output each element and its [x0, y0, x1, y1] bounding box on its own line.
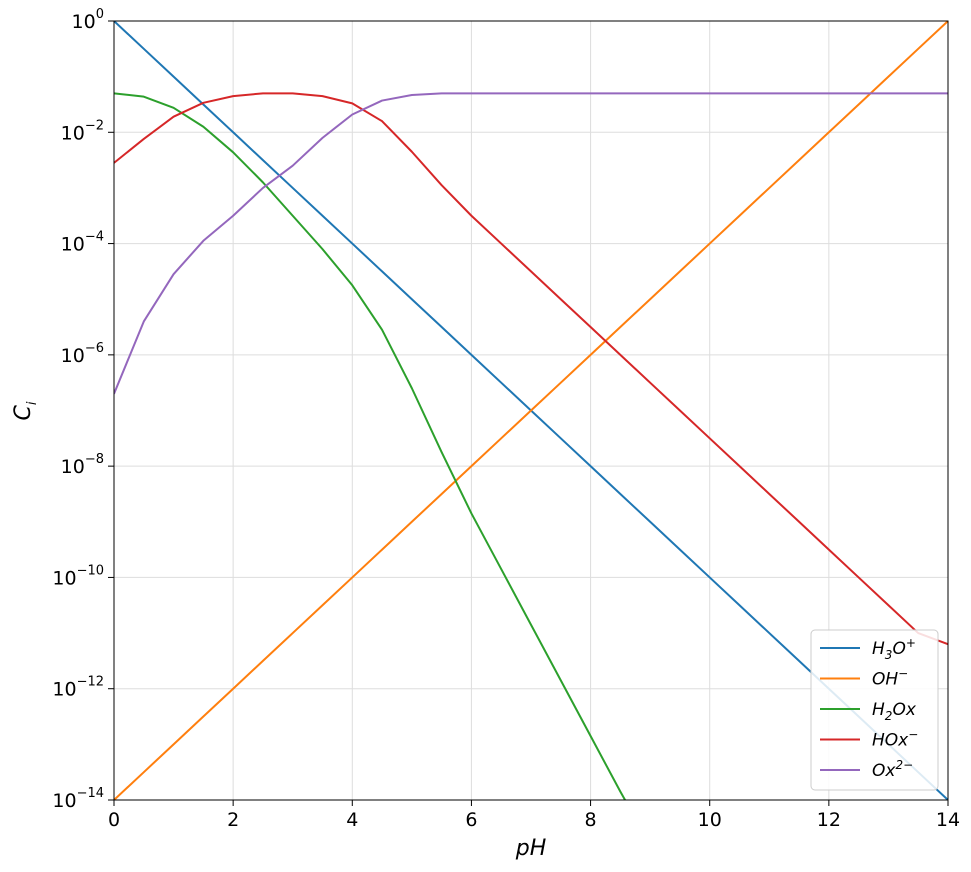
y-tick-label: 10−2 [61, 118, 104, 144]
x-tick-label: 6 [465, 809, 477, 831]
y-tick-exponent: −12 [77, 675, 104, 690]
x-tick-label: 0 [108, 809, 120, 831]
legend-label: H2Ox [872, 700, 917, 723]
series-lines [114, 21, 948, 800]
y-tick-label: 10−6 [61, 341, 104, 367]
legend-label-main: Ox [872, 761, 896, 781]
plot-frame [113, 20, 949, 801]
legend-label: HOx− [872, 728, 918, 751]
y-axis-label-main: C [11, 405, 36, 421]
legend-label: H3O+ [872, 636, 916, 662]
x-tick-label: 8 [585, 809, 597, 831]
y-tick-label: 10−8 [61, 452, 104, 478]
legend-label-main: HOx [872, 731, 909, 751]
x-tick-label: 2 [227, 809, 239, 831]
y-tick-label: 10−10 [52, 563, 104, 589]
series-line-1 [114, 21, 948, 800]
y-tick-label: 10−12 [52, 675, 104, 701]
legend-label-main: OH [872, 670, 898, 690]
legend-label-sup: − [898, 667, 908, 681]
y-tick-exponent: −6 [85, 341, 104, 356]
x-axis-label: pH [515, 836, 547, 861]
y-tick-exponent: −8 [85, 452, 104, 467]
x-tick-label: 12 [817, 809, 841, 831]
legend-label-sup: − [908, 728, 918, 742]
legend-label-sub: 3 [885, 648, 893, 662]
y-tick-exponent: −4 [85, 230, 104, 245]
y-tick-base: 10 [61, 122, 85, 144]
x-tick-labels: 0 2 4 6 8 10 12 14 [108, 809, 960, 831]
ticks [108, 20, 949, 806]
y-tick-base: 10 [52, 567, 76, 589]
legend-label-tail: O [892, 639, 905, 659]
y-tick-base: 10 [61, 234, 85, 256]
y-tick-label: 10−14 [52, 786, 104, 812]
y-axis-label: Ci [11, 401, 40, 420]
y-tick-exponent: −14 [77, 786, 104, 801]
x-tick-label: 10 [698, 809, 722, 831]
gridlines [113, 20, 949, 801]
legend-label-sup: + [906, 636, 916, 650]
legend-label-main: H [872, 639, 885, 659]
y-tick-base: 10 [61, 345, 85, 367]
y-tick-label: 10−4 [61, 230, 104, 256]
y-tick-base: 10 [52, 679, 76, 701]
y-tick-base: 10 [61, 456, 85, 478]
legend-box [810, 629, 939, 791]
y-tick-exponent: 0 [96, 7, 104, 22]
legend-label: Ox2− [872, 758, 913, 781]
y-tick-exponent: −2 [85, 118, 104, 133]
y-tick-base: 10 [52, 790, 76, 812]
legend-label: OH− [872, 667, 908, 690]
y-tick-base: 10 [72, 11, 96, 33]
series-line-3 [114, 92, 948, 646]
legend-label-sub: 2 [885, 709, 893, 723]
x-tick-label: 14 [936, 809, 960, 831]
legend-label-tail: Ox [892, 700, 916, 720]
y-tick-label: 100 [72, 7, 104, 33]
series-line-2 [114, 92, 627, 800]
series-line-4 [114, 92, 948, 395]
y-tick-exponent: −10 [77, 563, 104, 578]
legend-label-main: H [872, 700, 885, 720]
x-tick-label: 4 [346, 809, 358, 831]
y-axis-label-subscript: i [25, 401, 40, 405]
legend-label-sup: 2− [895, 758, 913, 772]
